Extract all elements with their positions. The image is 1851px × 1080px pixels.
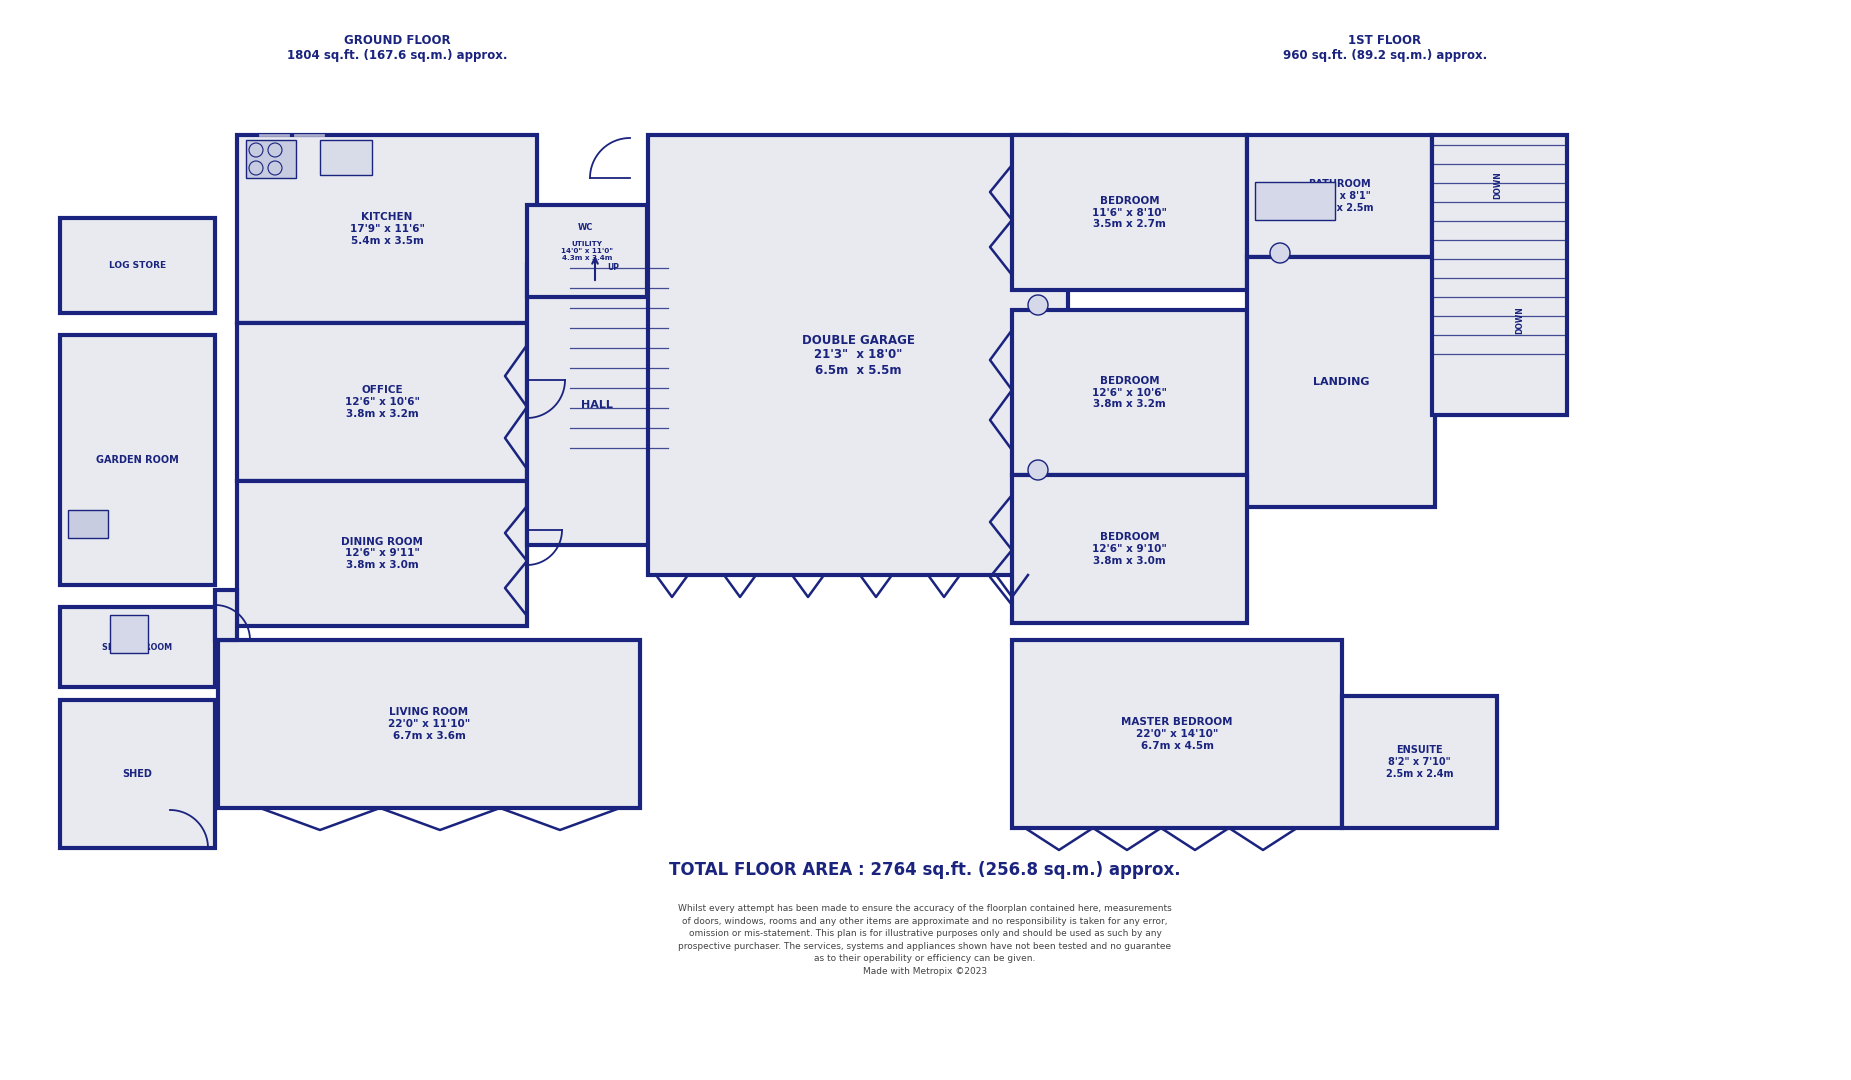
Text: KITCHEN
17'9" x 11'6"
5.4m x 3.5m: KITCHEN 17'9" x 11'6" 5.4m x 3.5m xyxy=(350,213,424,245)
Text: UTILITY
14'0" x 11'0"
4.3m x 3.4m: UTILITY 14'0" x 11'0" 4.3m x 3.4m xyxy=(561,241,613,261)
Bar xyxy=(218,640,640,808)
Text: WC: WC xyxy=(578,224,592,232)
Bar xyxy=(320,140,372,175)
Text: TOTAL FLOOR AREA : 2764 sq.ft. (256.8 sq.m.) approx.: TOTAL FLOOR AREA : 2764 sq.ft. (256.8 sq… xyxy=(670,861,1181,879)
Bar xyxy=(1012,640,1342,828)
Text: UP: UP xyxy=(607,264,618,272)
Text: LIVING ROOM
22'0" x 11'10"
6.7m x 3.6m: LIVING ROOM 22'0" x 11'10" 6.7m x 3.6m xyxy=(389,707,470,741)
Text: GARDEN ROOM: GARDEN ROOM xyxy=(96,455,180,465)
Text: BEDROOM
11'6" x 8'10"
3.5m x 2.7m: BEDROOM 11'6" x 8'10" 3.5m x 2.7m xyxy=(1092,195,1166,229)
Bar xyxy=(215,590,237,640)
Circle shape xyxy=(1270,243,1290,264)
Text: ENSUITE
8'2" x 7'10"
2.5m x 2.4m: ENSUITE 8'2" x 7'10" 2.5m x 2.4m xyxy=(1386,745,1453,779)
Bar xyxy=(648,135,1068,575)
Text: DOWN: DOWN xyxy=(1494,171,1503,199)
Bar xyxy=(1248,135,1433,257)
Circle shape xyxy=(1027,460,1048,480)
Text: 1ST FLOOR
960 sq.ft. (89.2 sq.m.) approx.: 1ST FLOOR 960 sq.ft. (89.2 sq.m.) approx… xyxy=(1283,33,1486,62)
Bar xyxy=(1012,135,1248,291)
Bar xyxy=(59,218,215,313)
Text: BATHROOM
8'11" x 8'1"
2.7m x 2.5m: BATHROOM 8'11" x 8'1" 2.7m x 2.5m xyxy=(1305,179,1373,213)
Text: HALL: HALL xyxy=(581,400,613,410)
Bar xyxy=(1342,696,1497,828)
Bar xyxy=(528,205,648,297)
Text: SHED: SHED xyxy=(122,769,152,779)
Text: BEDROOM
12'6" x 9'10"
3.8m x 3.0m: BEDROOM 12'6" x 9'10" 3.8m x 3.0m xyxy=(1092,532,1166,566)
Bar xyxy=(237,323,528,481)
Text: DINING ROOM
12'6" x 9'11"
3.8m x 3.0m: DINING ROOM 12'6" x 9'11" 3.8m x 3.0m xyxy=(341,537,422,570)
Bar xyxy=(1248,257,1435,507)
Text: BEDROOM
12'6" x 10'6"
3.8m x 3.2m: BEDROOM 12'6" x 10'6" 3.8m x 3.2m xyxy=(1092,376,1166,409)
Bar xyxy=(237,135,537,323)
Text: OFFICE
12'6" x 10'6"
3.8m x 3.2m: OFFICE 12'6" x 10'6" 3.8m x 3.2m xyxy=(344,386,420,419)
Circle shape xyxy=(1027,295,1048,315)
Text: LOG STORE: LOG STORE xyxy=(109,261,167,270)
Bar xyxy=(59,700,215,848)
Bar xyxy=(1012,475,1248,623)
Bar xyxy=(246,140,296,178)
Bar xyxy=(109,615,148,653)
Text: Whilst every attempt has been made to ensure the accuracy of the floorplan conta: Whilst every attempt has been made to en… xyxy=(677,904,1172,975)
Text: DOUBLE GARAGE
21'3"  x 18'0"
6.5m  x 5.5m: DOUBLE GARAGE 21'3" x 18'0" 6.5m x 5.5m xyxy=(801,334,914,377)
Bar xyxy=(528,265,666,545)
Bar xyxy=(68,510,107,538)
Text: GROUND FLOOR
1804 sq.ft. (167.6 sq.m.) approx.: GROUND FLOOR 1804 sq.ft. (167.6 sq.m.) a… xyxy=(287,33,507,62)
Text: DOWN: DOWN xyxy=(1516,306,1525,334)
Text: MASTER BEDROOM
22'0" x 14'10"
6.7m x 4.5m: MASTER BEDROOM 22'0" x 14'10" 6.7m x 4.5… xyxy=(1122,717,1233,751)
Text: LANDING: LANDING xyxy=(1312,377,1370,387)
Bar xyxy=(1433,135,1568,415)
Bar xyxy=(1012,310,1248,475)
Bar xyxy=(1255,183,1335,220)
Text: SHOWER ROOM: SHOWER ROOM xyxy=(102,643,172,651)
Bar xyxy=(59,335,215,585)
Bar xyxy=(59,607,215,687)
Bar xyxy=(237,481,528,626)
